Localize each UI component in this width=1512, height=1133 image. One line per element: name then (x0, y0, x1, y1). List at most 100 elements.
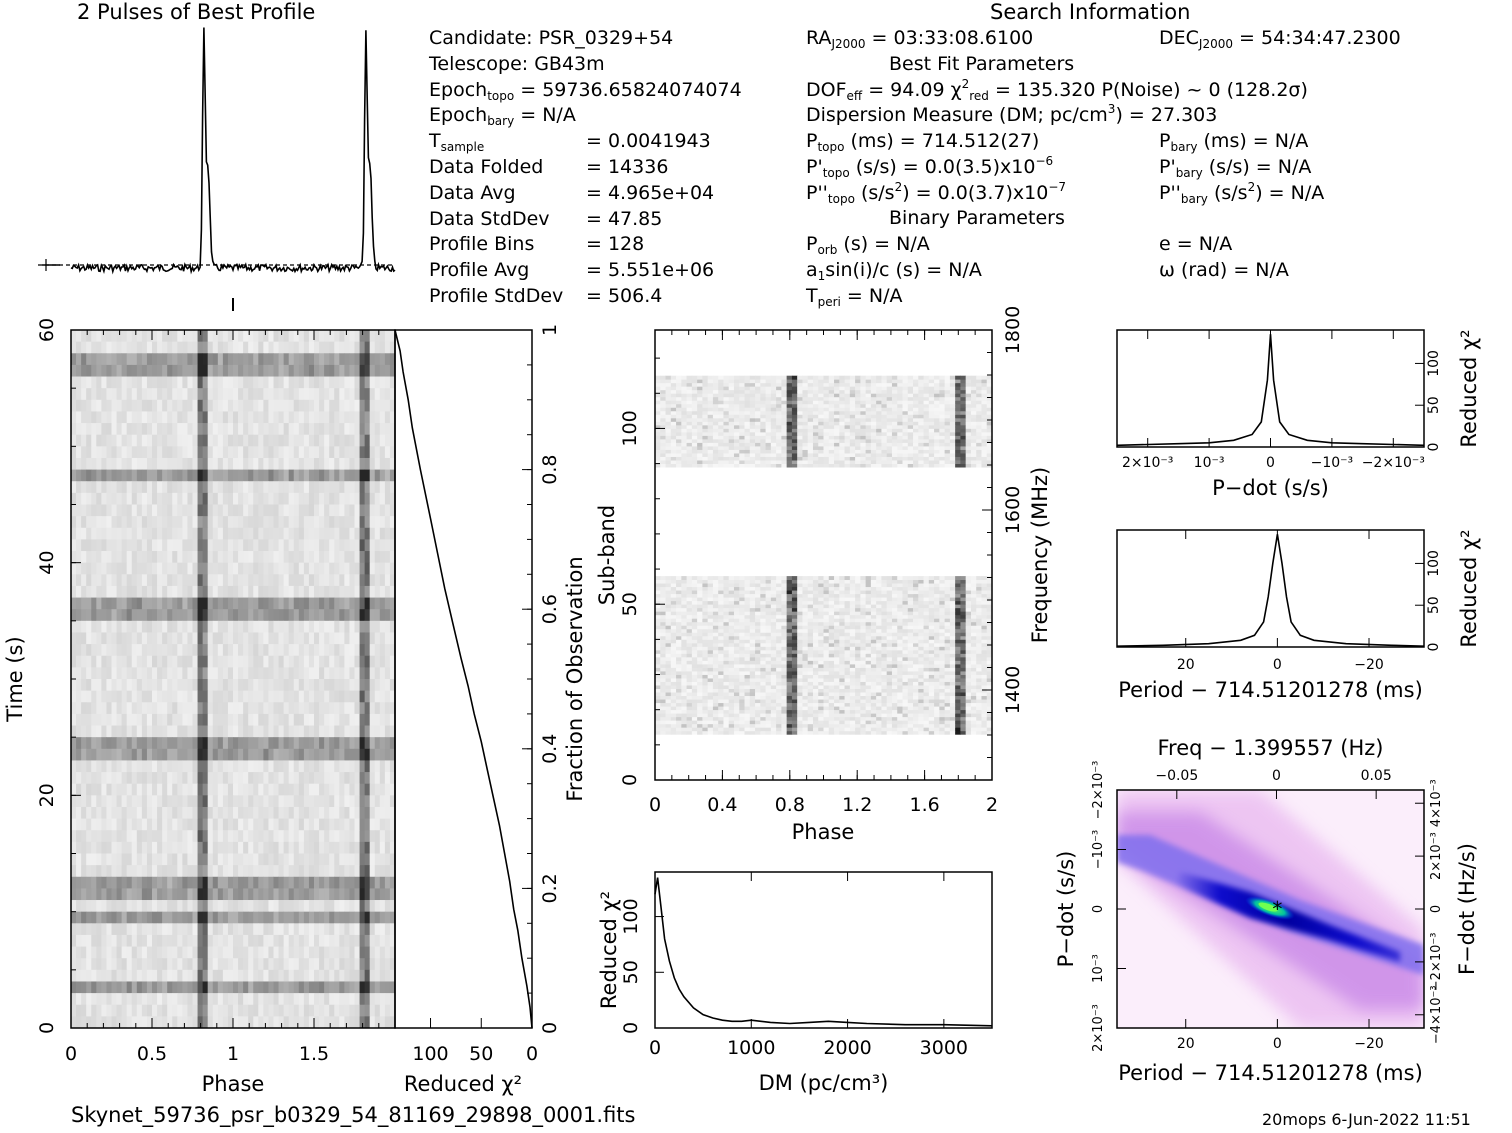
y-tick-label: 0.8 (539, 454, 561, 484)
heatmap-cell (111, 818, 117, 831)
heatmap-cell (268, 341, 274, 354)
heatmap-cell (298, 818, 305, 831)
heatmap-cell (369, 446, 376, 459)
heatmap-cell (197, 423, 204, 436)
heatmap-cell (212, 597, 219, 610)
heatmap-cell (739, 706, 745, 711)
heatmap-cell (723, 723, 730, 728)
heatmap-cell (273, 679, 279, 692)
heatmap-cell (334, 481, 340, 494)
heatmap-cell (786, 685, 793, 689)
heatmap-cell (349, 969, 355, 982)
heatmap-cell (243, 516, 249, 529)
heatmap-cell (258, 644, 264, 657)
heatmap-cell (293, 760, 300, 773)
heatmap-cell (111, 644, 117, 657)
heatmap-cell (172, 783, 178, 796)
heatmap-cell (354, 411, 360, 424)
heatmap-cell (116, 876, 123, 889)
heatmap-cell (248, 539, 254, 552)
heatmap-cell (76, 609, 82, 622)
heatmap-cell (152, 690, 158, 703)
heatmap-cell (253, 364, 259, 377)
heatmap-cell (339, 981, 345, 994)
heatmap-cell (329, 539, 335, 552)
heatmap-cell (167, 830, 173, 843)
heatmap-cell (354, 923, 360, 936)
heatmap-cell (288, 958, 295, 971)
heatmap-cell (248, 853, 254, 866)
heatmap-cell (359, 806, 366, 819)
heatmap-cell (986, 706, 993, 711)
heatmap-cell (278, 946, 285, 959)
heatmap-cell (141, 679, 148, 692)
heatmap-cell (278, 969, 285, 982)
heatmap-cell (126, 632, 133, 645)
heatmap-cell (288, 830, 295, 843)
heatmap-cell (96, 865, 102, 878)
heatmap-cell (162, 853, 168, 866)
heatmap-cell (870, 706, 877, 711)
heatmap-cell (207, 888, 214, 901)
heatmap-cell (136, 806, 143, 819)
heatmap-cell (881, 681, 888, 686)
heatmap-cell (187, 585, 193, 598)
heatmap-cell (111, 446, 117, 459)
heatmap-cell (339, 795, 345, 808)
heatmap-cell (384, 551, 391, 564)
heatmap-cell (676, 720, 682, 725)
heatmap-cell (379, 865, 386, 878)
heatmap-cell (263, 516, 269, 529)
heatmap-cell (283, 504, 290, 517)
heatmap-cell (349, 806, 355, 819)
heatmap-cell (207, 341, 214, 354)
heatmap-cell (207, 841, 214, 854)
heatmap-cell (876, 681, 882, 686)
heatmap-cell (324, 388, 330, 401)
heatmap-cell (812, 702, 819, 707)
heatmap-cell (965, 720, 972, 725)
heatmap-cell (202, 527, 209, 540)
heatmap-cell (733, 685, 740, 689)
heatmap-cell (702, 688, 709, 693)
heatmap-cell (739, 681, 745, 686)
heatmap-cell (288, 865, 295, 878)
heatmap-cell (192, 411, 198, 424)
heatmap-cell (379, 457, 386, 470)
heatmap-cell (91, 504, 97, 517)
heatmap-cell (162, 446, 168, 459)
heatmap-cell (670, 730, 677, 735)
heatmap-cell (886, 716, 893, 721)
heatmap-cell (273, 341, 279, 354)
heatmap-cell (324, 888, 330, 901)
heatmap-cell (116, 539, 123, 552)
heatmap-cell (379, 760, 386, 773)
heatmap-cell (248, 644, 254, 657)
heatmap-cell (263, 946, 269, 959)
heatmap-cell (828, 678, 835, 682)
heatmap-cell (918, 688, 924, 693)
heatmap-cell (354, 841, 360, 854)
heatmap-cell (192, 539, 198, 552)
heatmap-cell (374, 760, 381, 773)
heatmap-cell (106, 946, 112, 959)
heatmap-cell (902, 688, 909, 693)
heatmap-cell (172, 725, 178, 738)
heatmap-cell (334, 504, 340, 517)
heatmap-cell (702, 674, 709, 679)
heatmap-cell (182, 806, 188, 819)
heatmap-cell (928, 692, 935, 697)
heatmap-cell (217, 585, 224, 598)
heatmap-cell (197, 399, 204, 412)
heatmap-cell (91, 539, 97, 552)
heatmap-cell (197, 632, 204, 645)
heatmap-cell (121, 841, 128, 854)
heatmap-cell (96, 818, 102, 831)
heatmap-cell (303, 888, 310, 901)
heatmap-cell (106, 353, 112, 366)
heatmap-cell (101, 993, 107, 1006)
heatmap-cell (939, 692, 946, 697)
heatmap-cell (344, 993, 350, 1006)
heatmap-cell (202, 946, 209, 959)
heatmap-cell (212, 376, 219, 389)
